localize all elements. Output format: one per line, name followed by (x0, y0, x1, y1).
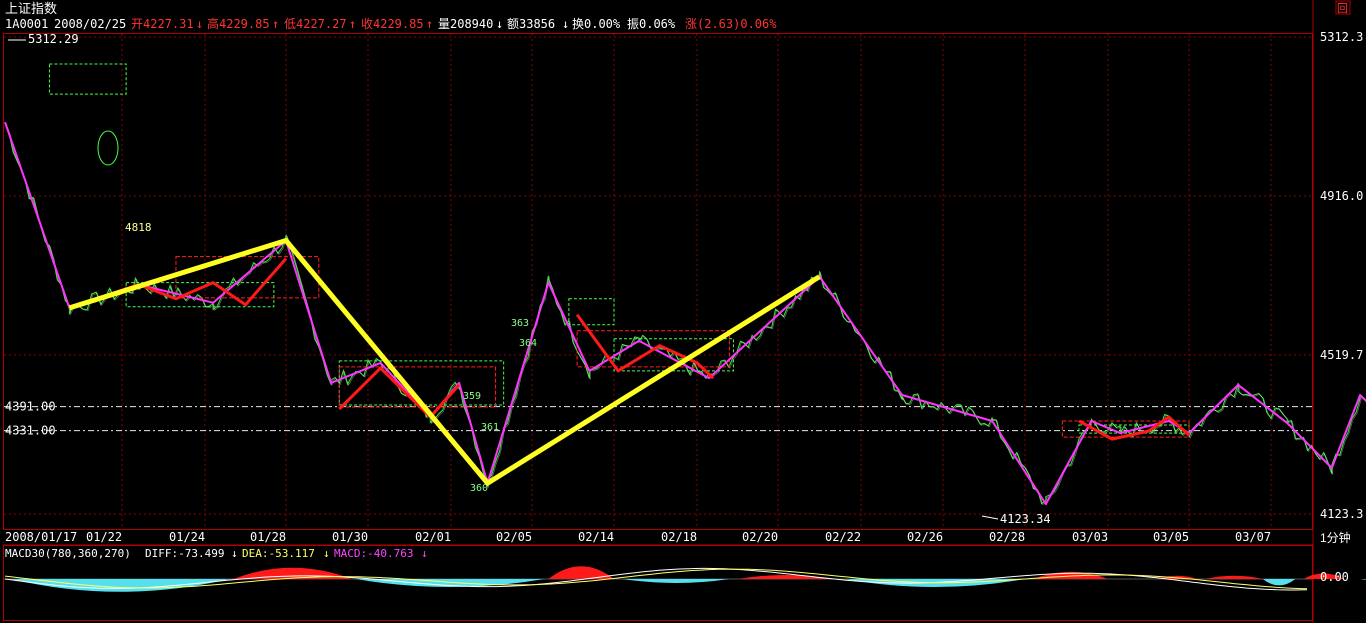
diff-line (4, 567, 1308, 591)
annotation-label: 5312.29 (28, 32, 79, 46)
macd-bar (548, 566, 614, 579)
open-price: 开4227.31 (131, 17, 194, 31)
chart-title: 上证指数 (5, 2, 57, 17)
annotation-label: 363 (511, 318, 529, 329)
volume: 量208940 (438, 17, 493, 31)
annotations: 5312.29 4818 4123.34 359 361 360 363 364 (8, 32, 1051, 526)
high-price: 高4229.85 (207, 16, 270, 31)
symbol-code: 1A0001 (5, 17, 48, 31)
x-tick-label: 03/07 (1235, 530, 1271, 544)
zigzag-magenta (4, 121, 1366, 506)
zigzag-yellow (68, 238, 821, 486)
green-box (1078, 424, 1190, 434)
x-tick-label: 02/18 (661, 530, 697, 544)
close-button[interactable] (1335, 0, 1351, 15)
amount: 额33856 (507, 17, 555, 31)
down-arrow-icon: ↓ (562, 17, 569, 31)
macd-zero-tick: 0.00 (1320, 570, 1349, 584)
y-tick-label: 4916.0 (1320, 189, 1363, 203)
annotation-label: 4123.34 (1000, 512, 1051, 526)
quote-date: 2008/02/25 (54, 17, 126, 31)
x-tick-label: 02/14 (578, 530, 614, 544)
low-price: 低4227.27 (284, 17, 347, 31)
down-arrow-icon: ↓ (421, 547, 428, 560)
macd-indicator-label: MACD30(780,360,270) (5, 547, 131, 560)
y-tick-label: 5312.3 (1320, 30, 1363, 44)
reference-label: 4391.00 (5, 400, 56, 414)
dea-line (4, 568, 1308, 590)
green-box (48, 63, 127, 95)
x-tick-label: 02/28 (989, 530, 1025, 544)
red-box (576, 330, 730, 368)
macd-bar (10, 579, 230, 592)
turnover: 换0.00% (572, 17, 621, 31)
down-arrow-icon: ↓ (496, 17, 503, 31)
green-box (568, 298, 615, 326)
period-button[interactable]: 1分钟 (1320, 530, 1351, 545)
macd-bar (622, 579, 730, 583)
close-price: 收4229.85 (361, 17, 424, 31)
macd-value: MACD:-40.763 (334, 547, 413, 560)
annotation-label: 361 (481, 422, 499, 433)
x-tick-label: 02/01 (415, 530, 451, 544)
annotation-label: 359 (463, 391, 481, 402)
macd-histogram (4, 566, 1366, 592)
x-axis-ticks: 2008/01/17 01/22 01/24 01/28 01/30 02/01 02/05… (5, 530, 1271, 544)
macd-legend: MACD30(780,360,270) DIFF:-73.499 ↓ DEA:-… (5, 547, 428, 560)
up-arrow-icon: ↑ (426, 17, 433, 31)
amplitude: 振0.06% (627, 17, 676, 31)
y-axis-ticks: 5312.3 4916.0 4519.7 4123.3 (1320, 30, 1363, 521)
close-icon[interactable]: 回 (1337, 2, 1348, 15)
quote-header: 1A0001 2008/02/25 开4227.31 ↓ 高4229.85 ↑ … (5, 16, 777, 31)
x-tick-label: 01/24 (169, 530, 205, 544)
up-arrow-icon: ↑ (349, 17, 356, 31)
annotation-label: 4818 (125, 221, 152, 234)
red-wave (338, 366, 461, 419)
x-tick-label: 02/26 (907, 530, 943, 544)
macd-bar (1360, 579, 1366, 580)
x-tick-label: 02/05 (496, 530, 532, 544)
x-tick-label: 03/03 (1072, 530, 1108, 544)
y-tick-label: 4123.3 (1320, 507, 1363, 521)
x-tick-label: 02/20 (742, 530, 778, 544)
down-arrow-icon: ↓ (196, 17, 203, 31)
x-tick-label: 01/22 (86, 530, 122, 544)
annotation-label: 364 (519, 338, 537, 349)
macd-diff: DIFF:-73.499 (145, 547, 224, 560)
x-tick-label: 01/28 (250, 530, 286, 544)
x-tick-label: 01/30 (332, 530, 368, 544)
green-box (125, 282, 275, 308)
macd-dea: DEA:-53.117 (242, 547, 315, 560)
up-arrow-icon: ↑ (272, 17, 279, 31)
circle-marker (97, 130, 119, 166)
down-arrow-icon: ↓ (323, 547, 330, 560)
yellow-wave (68, 238, 821, 486)
red-wave (1078, 415, 1191, 441)
y-tick-label: 4519.7 (1320, 348, 1363, 362)
red-wave (575, 313, 715, 380)
x-tick-label: 03/05 (1153, 530, 1189, 544)
x-tick-label: 02/22 (825, 530, 861, 544)
macd-bar (1303, 573, 1344, 579)
change: 涨(2.63)0.06% (685, 16, 777, 31)
down-arrow-icon: ↓ (231, 547, 238, 560)
low-marker (981, 515, 999, 520)
reference-lines: 4391.00 4331.00 (4, 400, 1312, 438)
macd-bar (1262, 579, 1296, 586)
reference-label: 4331.00 (5, 424, 56, 438)
macd-bar (737, 575, 837, 579)
horizontal-grid (4, 36, 1312, 515)
red-box (338, 366, 497, 408)
annotation-label: 360 (470, 483, 488, 494)
x-tick-label: 2008/01/17 (5, 530, 77, 544)
magenta-wave (4, 121, 1366, 506)
macd-bar (1205, 575, 1263, 579)
